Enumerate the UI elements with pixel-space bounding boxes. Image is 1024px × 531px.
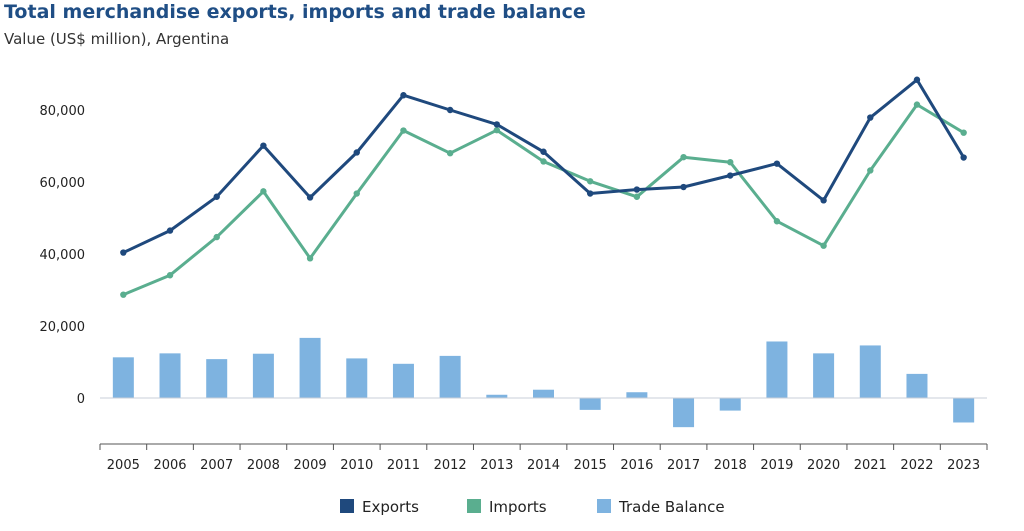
x-tick-label: 2012 [434,458,467,473]
imports-point [166,272,174,279]
exports-point [960,154,967,161]
imports-point [960,129,967,136]
trade-balance-bar [159,353,181,398]
exports-point [680,183,687,191]
imports-point [633,193,641,200]
trade-balance-bar [299,337,321,398]
x-tick-label: 2015 [574,458,607,473]
imports-point [540,158,547,165]
legend-swatch-trade-balance [597,499,611,513]
legend-swatch-imports [467,499,481,513]
exports-point [820,197,827,204]
trade-balance-bar [206,359,228,398]
exports-line [122,78,965,254]
trade-balance-bar [813,353,835,398]
trade-balance-bar [112,357,134,398]
x-tick-label: 2013 [480,458,513,473]
exports-point [493,121,501,128]
trade-balance-bar [486,394,508,398]
trade-balance-bar [346,358,368,398]
y-tick-label: 40,000 [40,248,86,263]
trade-balance-bar [626,392,648,398]
exports-point [213,193,220,200]
series-lines [120,76,967,298]
trade-balance-bar [392,363,414,398]
imports-point [773,218,781,225]
x-tick-label: 2011 [387,458,420,473]
x-tick-label: 2006 [153,458,186,473]
exports-point [260,142,267,149]
x-axis: 2005 2006 2007 2008 2009 2010 2011 2012 2013 2014… [99,443,988,473]
legend: Exports Imports Trade Balance [340,498,725,516]
imports-point [493,126,501,134]
exports-point [166,227,174,234]
y-axis: 0 20,000 40,000 60,000 80,000 [40,104,86,407]
trade-balance-bar [953,398,975,423]
imports-point [680,153,687,161]
y-tick-label: 80,000 [40,104,86,119]
chart-title: Total merchandise exports, imports and t… [4,1,586,23]
y-tick-label: 20,000 [40,320,86,335]
exports-point [540,148,547,155]
imports-point [306,255,314,262]
imports-point [446,150,454,157]
exports-point [867,114,874,121]
imports-point [260,188,267,195]
x-tick-label: 2005 [107,458,140,473]
trade-balance-bar [719,398,741,411]
x-tick-label: 2023 [947,458,980,473]
trade-balance-bar [579,398,601,410]
x-tick-label: 2008 [247,458,280,473]
x-tick-label: 2016 [620,458,653,473]
legend-label-exports: Exports [362,498,419,516]
x-tick-label: 2007 [200,458,233,473]
exports-point [400,92,407,99]
x-tick-label: 2020 [807,458,840,473]
exports-point [353,149,360,156]
exports-point [913,76,921,83]
trade-balance-bar [533,389,554,398]
imports-point [727,159,734,166]
exports-point [727,172,734,179]
legend-swatch-exports [340,499,354,513]
trade-balance-bar [673,398,695,428]
x-tick-label: 2014 [527,458,560,473]
y-tick-label: 60,000 [40,176,86,191]
exports-point [633,186,641,193]
x-tick-label: 2019 [760,458,793,473]
imports-point [120,291,127,298]
x-tick-label: 2017 [667,458,700,473]
exports-point [306,194,314,201]
exports-point [586,190,594,197]
exports-point [773,160,781,167]
imports-point [586,178,594,185]
trade-balance-bar [252,353,274,398]
x-tick-label: 2010 [340,458,373,473]
imports-point [353,190,360,197]
exports-point [446,106,454,114]
trade-balance-bars [112,337,975,428]
x-tick-label: 2009 [294,458,327,473]
trade-balance-bar [439,355,461,398]
legend-label-trade-balance: Trade Balance [618,498,725,516]
legend-label-imports: Imports [489,498,547,516]
imports-point [913,101,921,108]
imports-point [213,233,220,241]
trade-balance-bar [766,341,788,398]
chart-subtitle: Value (US$ million), Argentina [4,30,230,48]
imports-point [820,242,827,249]
x-tick-label: 2021 [854,458,887,473]
x-tick-label: 2018 [714,458,747,473]
imports-point [867,167,874,174]
y-tick-label: 0 [77,392,85,407]
exports-point [120,249,127,256]
trade-balance-bar [906,373,928,398]
imports-point [400,127,407,134]
imports-line [122,103,965,297]
trade-balance-bar [859,345,881,398]
x-tick-label: 2022 [900,458,933,473]
